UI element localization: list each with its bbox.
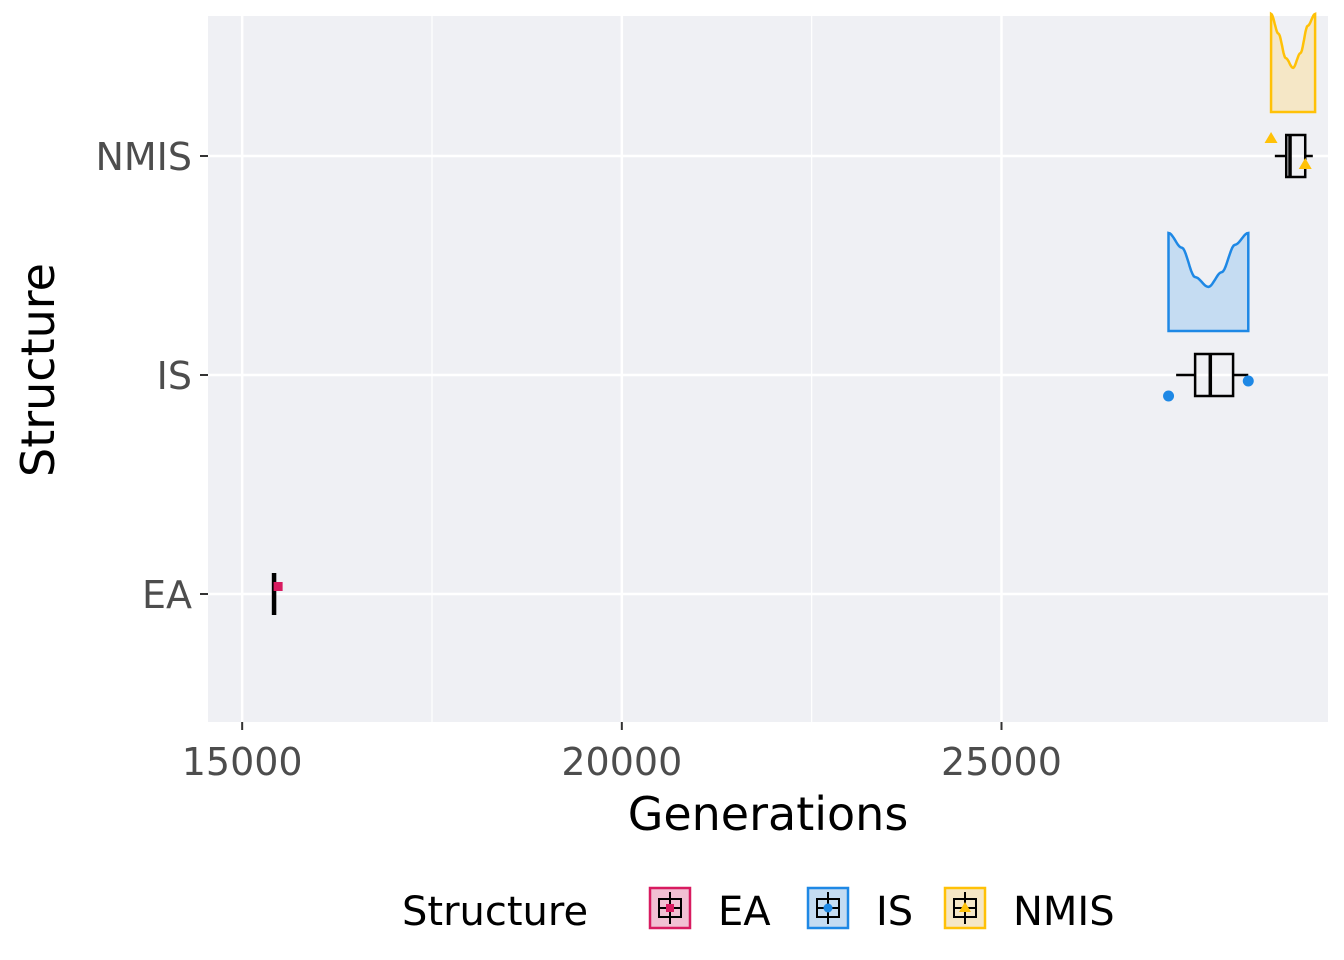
- legend-label-is: IS: [876, 889, 913, 935]
- box-is: [1193, 352, 1235, 398]
- legend-key-point: [666, 904, 674, 912]
- outlier-point: [1163, 390, 1175, 402]
- series-ea: [271, 573, 283, 615]
- legend-title: Structure: [402, 889, 588, 935]
- box-nmis: [1284, 133, 1307, 179]
- series-nmis: [1264, 11, 1317, 179]
- y-axis-title: Structure: [11, 263, 65, 477]
- outlier-point: [1298, 158, 1312, 169]
- y-tick-label: NMIS: [95, 135, 192, 179]
- axes: 15000 20000 25000 EA IS NMIS: [95, 135, 1061, 784]
- grid-lines: [208, 16, 1328, 722]
- density-nmis: [1269, 11, 1317, 114]
- y-tick-label: EA: [142, 573, 192, 617]
- x-tick-label: 25000: [941, 740, 1062, 784]
- x-tick-label: 20000: [561, 740, 682, 784]
- outlier-point: [273, 582, 283, 591]
- legend: Structure EA IS NMIS: [402, 886, 1115, 935]
- plot-panel: [208, 16, 1328, 722]
- legend-label-nmis: NMIS: [1013, 889, 1115, 935]
- outlier-point: [1242, 375, 1254, 387]
- y-tick-label: IS: [157, 354, 192, 398]
- outlier-point: [1264, 132, 1278, 143]
- x-tick-label: 15000: [182, 740, 303, 784]
- legend-key-point: [959, 902, 971, 912]
- legend-label-ea: EA: [718, 889, 771, 935]
- series-is: [1163, 231, 1254, 402]
- density-is: [1167, 231, 1250, 333]
- x-axis-title: Generations: [628, 787, 909, 841]
- chart-marks: [271, 11, 1317, 615]
- legend-key-point: [823, 903, 833, 913]
